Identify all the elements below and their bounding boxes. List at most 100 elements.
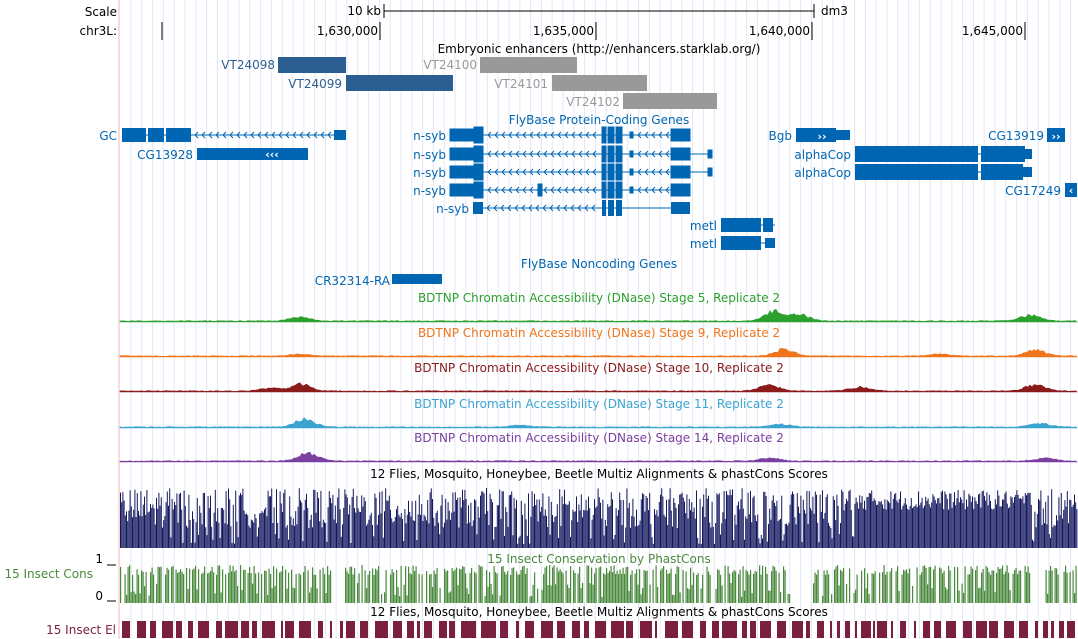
phastcons-bar [499,595,501,603]
strand-arrow-icon [637,131,642,139]
gene-cr32314[interactable]: CR32314-RA [315,274,442,288]
dnase-track-5[interactable]: BDTNP Chromatin Accessibility (DNase) St… [119,431,1078,463]
enhancer-vt24099[interactable]: VT24099 [288,75,453,91]
phastcons-bar [189,568,191,603]
gene-n-syb-4[interactable]: n-syb [413,181,691,199]
multiz-bar [290,516,292,548]
ruler-tick-label: 1,645,000 [962,24,1023,38]
phastcons-bar [853,592,855,603]
enhancer-block[interactable] [623,93,717,109]
enhancer-block[interactable] [480,57,577,73]
multiz-bar [136,493,138,548]
multiz-bar [608,507,610,548]
multiz-bar [412,520,414,548]
enhancer-vt24101[interactable]: VT24101 [494,75,647,91]
multiz-bar [370,512,372,548]
gene-n-syb-1[interactable]: n-syb [413,126,691,144]
elements-side-label[interactable]: 15 Insect El [46,623,116,637]
multiz-bar [592,514,594,548]
phastcons-bar [486,570,488,603]
phastcons-bar [663,566,665,603]
gene-cg13919[interactable]: CG13919 ›› [988,128,1065,143]
multiz-bar [405,523,407,548]
enhancer-block[interactable] [552,75,647,91]
multiz-bar [908,509,910,548]
enhancer-vt24100[interactable]: VT24100 [423,57,577,73]
multiz-bar [796,493,798,548]
base-position-ruler[interactable]: Scale chr3L: 10 kb dm3 1,630,000 1,635,0… [80,4,1026,40]
gene-n-syb-2[interactable]: n-syb [413,145,713,163]
conserved-element [760,621,771,638]
gene-cg13928[interactable]: CG13928 ‹‹‹ [137,148,308,162]
phastcons-bar [933,569,935,603]
phastcons-bar [400,566,402,603]
enhancer-vt24098[interactable]: VT24098 [221,57,346,73]
dnase-track-3[interactable]: BDTNP Chromatin Accessibility (DNase) St… [119,361,1078,393]
enhancers-track[interactable]: Embryonic enhancers (http://enhancers.st… [221,42,760,109]
multiz-bar [423,514,425,548]
phastcons-bar [136,569,138,603]
multiz-bar [600,502,601,548]
gene-alphacop-2[interactable]: alphaCop [794,164,1032,180]
multiz-bar [388,495,390,548]
phastcons-side-label[interactable]: 15 Insect Cons [4,567,93,581]
gene-alphacop-1[interactable]: alphaCop [794,146,1032,162]
phastcons-track[interactable]: 15 Insect Conservation by PhastCons 15 I… [4,552,1077,603]
phastcons-bar [327,566,329,603]
dnase-track-1[interactable]: BDTNP Chromatin Accessibility (DNase) St… [119,291,1078,323]
phastcons-bar [412,565,414,603]
dnase-tracks[interactable]: BDTNP Chromatin Accessibility (DNase) St… [119,291,1078,463]
dnase-track-4[interactable]: BDTNP Chromatin Accessibility (DNase) St… [119,397,1078,429]
phastcons-bar [1072,570,1074,603]
gene-label: n-syb [436,202,469,216]
gene-cg17249[interactable]: CG17249 ‹ [1005,183,1077,198]
dnase-signal [119,451,1078,463]
multiz-bar [206,535,208,548]
gene-bgb[interactable]: Bgb ›› [769,128,850,143]
phastcons-bar [879,572,881,603]
phastcons-bar [825,574,827,603]
gene-metl-1[interactable]: metl [690,218,775,233]
enhancer-vt24102[interactable]: VT24102 [566,93,717,109]
multiz-bar [1033,541,1035,548]
phastcons-bar [372,568,374,603]
strand-arrow-icon [508,186,513,194]
phastcons-bar [177,573,179,603]
gene-metl-2[interactable]: metl [690,236,775,251]
strand-arrow-icon [637,168,642,176]
noncoding-genes-track[interactable]: FlyBase Noncoding Genes CR32314-RA [315,257,677,288]
enhancer-block[interactable] [278,57,346,73]
strand-left-chevron-icon: ‹ [1069,184,1074,197]
multiz-bar [553,521,555,548]
multiz-bar [220,507,222,548]
dnase-track-2[interactable]: BDTNP Chromatin Accessibility (DNase) St… [119,326,1078,358]
multiz-track[interactable]: 12 Flies, Mosquito, Honeybee, Beetle Mul… [120,467,1078,548]
gene-gc[interactable]: GC [99,128,346,143]
multiz-bar [168,505,169,548]
phastcons-bar [678,567,680,603]
phastcons-bar [867,573,869,603]
elements-track[interactable]: 12 Flies, Mosquito, Honeybee, Beetle Mul… [46,605,1075,638]
gene-n-syb-5[interactable]: n-syb [436,200,690,216]
multiz-bar [145,514,147,548]
multiz-bar [336,523,337,548]
phastcons-bar [898,590,900,603]
multiz-track-title: 12 Flies, Mosquito, Honeybee, Beetle Mul… [370,467,828,481]
multiz-bar [212,539,214,548]
multiz-bar [1032,539,1033,548]
gene-n-syb-3[interactable]: n-syb [413,163,713,181]
enhancer-block[interactable] [346,75,453,91]
multiz-bar [914,506,916,548]
strand-arrow-icon [243,131,248,139]
phastcons-bar [592,584,594,603]
phastcons-bar [831,594,833,603]
multiz-bar [811,510,813,548]
multiz-bar [771,500,773,548]
multiz-bar [312,527,313,548]
exon [981,146,1025,162]
conserved-element [449,621,455,638]
phastcons-bar [1069,572,1071,603]
protein-coding-genes-track[interactable]: FlyBase Protein-Coding Genes GC CG13928 … [99,113,1077,251]
